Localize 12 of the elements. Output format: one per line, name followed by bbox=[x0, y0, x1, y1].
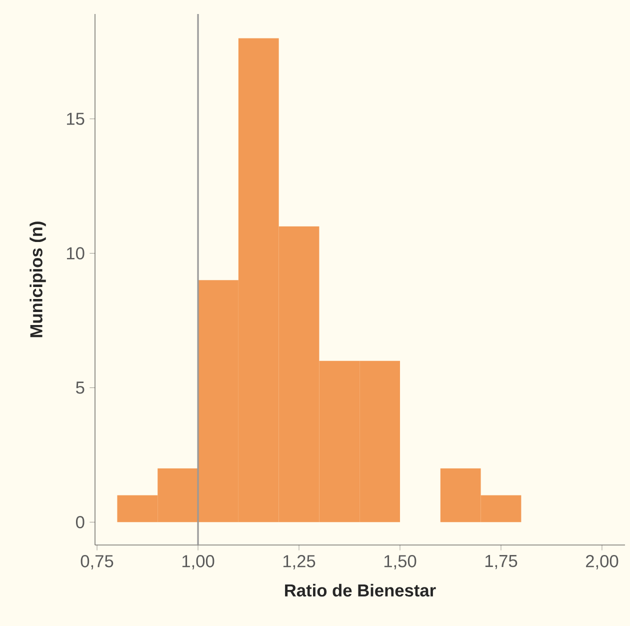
x-axis-title: Ratio de Bienestar bbox=[285, 584, 436, 597]
y-tick-label: 10 bbox=[67, 247, 84, 260]
y-tick-label: 15 bbox=[67, 112, 84, 125]
y-tick-label: 5 bbox=[76, 382, 84, 394]
x-tick-label: 0,75 bbox=[80, 555, 114, 570]
x-tick-label: 1,75 bbox=[485, 555, 518, 570]
y-tick-label: 0 bbox=[76, 516, 84, 528]
x-tick-label: 1,25 bbox=[283, 555, 316, 570]
x-tick-label: 1,50 bbox=[384, 555, 416, 570]
x-tick-label: 2,00 bbox=[586, 555, 618, 570]
x-tick-label: 1,00 bbox=[182, 555, 214, 570]
y-axis-title: Municipios (n) bbox=[30, 222, 46, 338]
